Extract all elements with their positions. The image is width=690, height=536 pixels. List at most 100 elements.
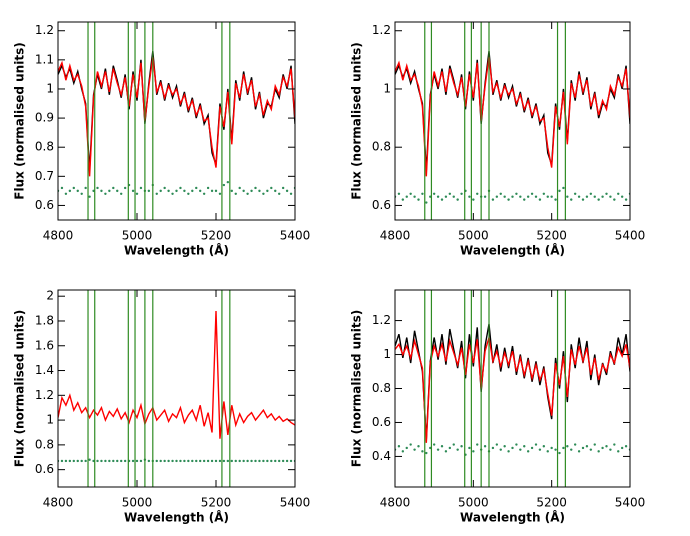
x-tick-label: 5400 [280, 229, 311, 243]
residual-point [238, 459, 241, 463]
residual-point [250, 459, 253, 463]
residual-point [577, 195, 581, 198]
residual-point [230, 459, 233, 463]
residual-point [538, 448, 542, 451]
residual-point [436, 448, 440, 451]
plot-area [395, 51, 630, 204]
residual-point [163, 459, 166, 463]
residual-point [76, 459, 79, 463]
residual-point [413, 448, 416, 451]
y-tick-label: 1 [383, 347, 391, 361]
y-axis-label: Flux (normalised units) [13, 42, 27, 199]
y-tick-label: 0.6 [35, 198, 54, 212]
residual-point [523, 198, 526, 201]
residual-point [562, 446, 565, 450]
y-tick-label: 0.8 [372, 381, 391, 395]
residual-point [542, 192, 546, 195]
residual-point [278, 459, 281, 463]
y-axis-label: Flux (normalised units) [13, 310, 27, 467]
residual-point [274, 189, 277, 193]
residual-point [523, 445, 526, 448]
residual-point [274, 459, 277, 463]
residual-point [581, 198, 585, 201]
residual-point [526, 195, 530, 198]
residual-point [108, 459, 111, 463]
residual-point [597, 198, 600, 201]
residual-point [167, 459, 170, 463]
residual-point [206, 459, 210, 463]
residual-point [104, 459, 107, 463]
y-tick-label: 1 [46, 81, 54, 95]
y-tick-label: 1 [383, 81, 391, 95]
y-tick-label: 0.6 [372, 198, 391, 212]
residual-point [472, 450, 475, 453]
residual-point [585, 195, 589, 198]
residual-point [226, 459, 230, 463]
residual-point [605, 445, 608, 448]
residual-point [432, 192, 436, 195]
residual-point [64, 459, 68, 463]
residual-point [68, 459, 72, 463]
residual-point [159, 189, 162, 193]
y-tick-label: 1.2 [372, 313, 391, 327]
residual-point [570, 448, 573, 451]
residual-point [452, 195, 455, 198]
residual-point [281, 186, 285, 190]
residual-point [80, 459, 83, 463]
x-tick-label: 5200 [536, 229, 567, 243]
residual-point [534, 195, 538, 198]
residual-point [530, 446, 534, 450]
x-tick-label: 5400 [615, 229, 646, 243]
residual-point [401, 450, 405, 453]
residual-point [254, 186, 257, 190]
y-tick-label: 1.1 [35, 52, 54, 66]
residual-point [258, 459, 261, 463]
residual-point [597, 450, 600, 453]
residual-point [195, 459, 198, 463]
residual-point [135, 192, 139, 195]
residual-point [589, 448, 593, 451]
residual-point [546, 450, 549, 453]
residual-point [187, 192, 190, 195]
residual-point [456, 198, 459, 201]
spectrum-line [395, 56, 630, 177]
residual-point [519, 195, 522, 198]
residual-point [234, 459, 237, 463]
residual-point [112, 186, 115, 190]
residual-point [155, 459, 158, 463]
residual-point [624, 445, 628, 448]
plot-frame [57, 21, 296, 221]
residual-point [570, 198, 573, 201]
residual-point [266, 189, 269, 193]
residual-point [214, 459, 218, 463]
residual-point [417, 198, 420, 201]
residual-point [476, 192, 479, 195]
residual-point [199, 189, 202, 193]
residual-point [278, 192, 281, 195]
residual-point [491, 198, 495, 201]
x-tick-label: 5400 [280, 496, 311, 510]
residual-point [80, 192, 83, 195]
x-tick-label: 5000 [458, 229, 489, 243]
residual-point [262, 192, 265, 195]
residual-point [444, 450, 448, 453]
residual-point [116, 459, 119, 463]
residual-point [617, 450, 620, 453]
residual-point [534, 443, 538, 446]
residual-point [210, 189, 214, 193]
residual-point [258, 189, 261, 193]
residual-point [96, 459, 99, 463]
residual-point [246, 459, 249, 463]
x-tick-label: 5400 [615, 496, 646, 510]
residual-point [72, 459, 76, 463]
residual-point [270, 459, 273, 463]
residual-point [550, 446, 553, 450]
residual-point [199, 459, 202, 463]
residual-point [120, 459, 123, 463]
y-tick-label: 0.8 [35, 140, 54, 154]
residual-point [613, 198, 616, 201]
residual-point [448, 446, 452, 450]
residual-point [179, 186, 182, 190]
x-tick-label: 4800 [43, 496, 74, 510]
